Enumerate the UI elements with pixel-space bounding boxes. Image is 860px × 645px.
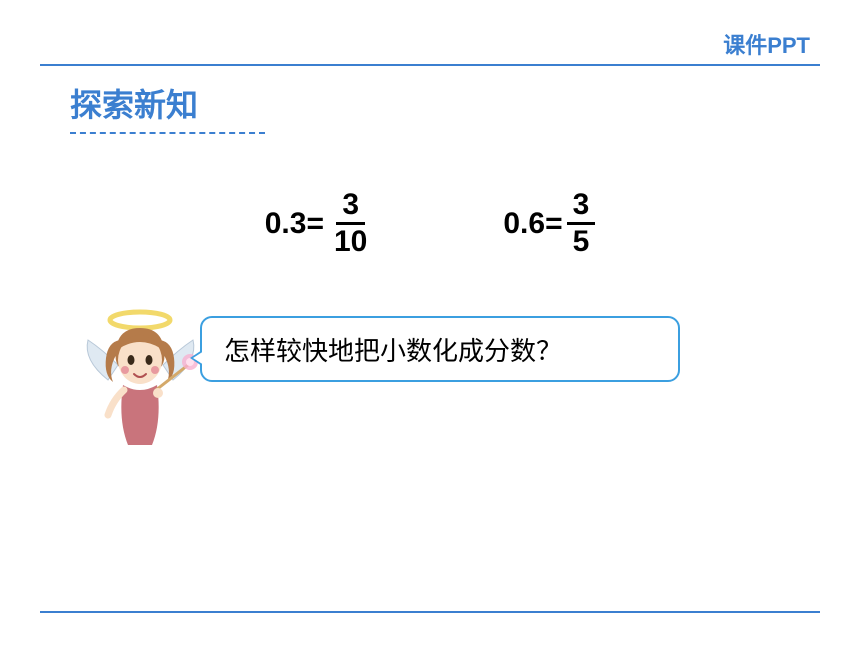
equation-1: 0.3 = 3 10 (265, 190, 374, 257)
header-divider (40, 64, 820, 66)
section-underline (70, 132, 265, 134)
fraction: 3 10 (328, 190, 373, 257)
speech-bubble: 怎样较快地把小数化成分数？ (200, 316, 680, 382)
footer-divider (40, 611, 820, 613)
blush-left-icon (121, 366, 129, 374)
eye-right-icon (146, 355, 153, 365)
halo-icon (110, 312, 170, 328)
fraction: 3 5 (567, 190, 596, 257)
numerator: 3 (336, 190, 365, 225)
section-title-block: 探索新知 (70, 80, 265, 134)
decimal-value: 0.3 (265, 207, 307, 241)
denominator: 5 (567, 225, 596, 257)
section-title: 探索新知 (70, 80, 265, 126)
hand-right-icon (153, 388, 163, 398)
eye-left-icon (128, 355, 135, 365)
fairy-illustration (78, 300, 203, 450)
denominator: 10 (328, 225, 373, 257)
bubble-text: 怎样较快地把小数化成分数？ (224, 331, 562, 368)
dress-icon (121, 385, 158, 445)
numerator: 3 (567, 190, 596, 225)
equations-area: 0.3 = 3 10 0.6 = 3 5 (0, 190, 860, 257)
header-link[interactable]: 课件PPT (723, 28, 810, 60)
decimal-value: 0.6 (503, 207, 545, 241)
blush-right-icon (151, 366, 159, 374)
equation-2: 0.6 = 3 5 (503, 190, 595, 257)
equals-sign: = (545, 207, 563, 241)
equals-sign: = (306, 207, 324, 241)
